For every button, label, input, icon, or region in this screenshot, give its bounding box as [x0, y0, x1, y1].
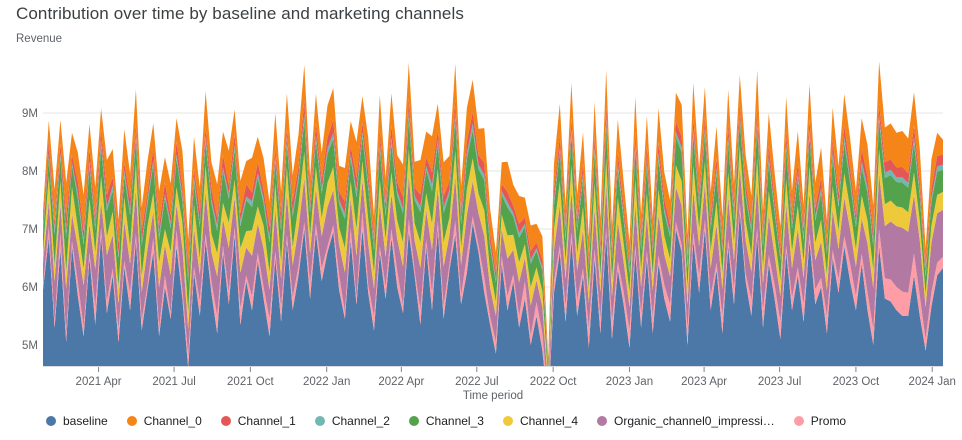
legend-item-Organic_channel0_impressi…[interactable]: Organic_channel0_impressi…: [597, 414, 775, 428]
area-series-baseline[interactable]: [43, 211, 943, 410]
x-tick-label-2022 Oct: 2022 Oct: [530, 376, 577, 388]
x-tick-label-2023 Jan: 2023 Jan: [606, 376, 653, 388]
x-tick-label-2022 Jul: 2022 Jul: [455, 376, 498, 388]
y-tick-label-8M: 8M: [22, 166, 38, 178]
legend-item-Promo[interactable]: Promo: [793, 414, 847, 428]
legend-dot-icon: [793, 416, 804, 426]
x-tick-label-2023 Apr: 2023 Apr: [681, 376, 727, 388]
y-tick-label-7M: 7M: [22, 224, 38, 236]
legend-label: Channel_4: [519, 414, 579, 428]
legend-dot-icon: [46, 416, 56, 426]
y-tick-label-9M: 9M: [22, 108, 38, 120]
legend-label: baseline: [63, 414, 108, 428]
legend-dot-icon: [126, 416, 137, 426]
legend-label: Channel_2: [331, 414, 390, 428]
legend: baseline Channel_0 Channel_1 Channel_2 Chann…: [46, 414, 846, 428]
y-tick-label-5M: 5M: [22, 340, 38, 352]
x-tick-label-2023 Jul: 2023 Jul: [758, 376, 801, 388]
legend-dot-icon: [408, 416, 419, 426]
x-tick-label-2021 Apr: 2021 Apr: [76, 376, 122, 388]
legend-dot-icon: [220, 416, 231, 426]
area-series-Promo[interactable]: [43, 202, 943, 406]
x-tick-label-2022 Apr: 2022 Apr: [378, 376, 424, 388]
legend-dot-icon: [597, 416, 608, 426]
legend-label: Channel_1: [237, 414, 296, 428]
legend-item-Channel_3[interactable]: Channel_3: [408, 414, 484, 428]
legend-item-baseline[interactable]: baseline: [46, 414, 108, 428]
legend-label: Organic_channel0_impressi…: [614, 414, 775, 428]
legend-dot-icon: [314, 416, 325, 426]
x-tick-label-2021 Oct: 2021 Oct: [227, 376, 274, 388]
area-series-Channel_0[interactable]: [43, 61, 943, 365]
y-tick-label-6M: 6M: [22, 282, 38, 294]
legend-label: Channel_3: [425, 414, 484, 428]
stacked-area-plot[interactable]: 2021 Apr 2021 Jul 2021 Oct 2022 Jan 2022 Apr…: [0, 0, 962, 410]
legend-label: Channel_0: [143, 414, 202, 428]
legend-dot-icon: [502, 416, 513, 426]
area-series-Organic_channel0_impressi…[interactable]: [43, 168, 943, 400]
x-tick-label-2022 Jan: 2022 Jan: [303, 376, 350, 388]
x-axis-title: Time period: [462, 390, 524, 402]
x-tick-label-2024 Jan: 2024 Jan: [909, 376, 956, 388]
x-tick-label-2021 Jul: 2021 Jul: [152, 376, 195, 388]
chart-title: Contribution over time by baseline and m…: [16, 4, 464, 23]
legend-item-Channel_0[interactable]: Channel_0: [126, 414, 202, 428]
y-axis-title: Revenue: [16, 33, 63, 45]
legend-item-Channel_4[interactable]: Channel_4: [502, 414, 579, 428]
area-stack: [43, 61, 943, 410]
legend-item-Channel_2[interactable]: Channel_2: [314, 414, 390, 428]
legend-item-Channel_1[interactable]: Channel_1: [220, 414, 296, 428]
x-tick-label-2023 Oct: 2023 Oct: [833, 376, 880, 388]
legend-label: Promo: [810, 414, 847, 428]
